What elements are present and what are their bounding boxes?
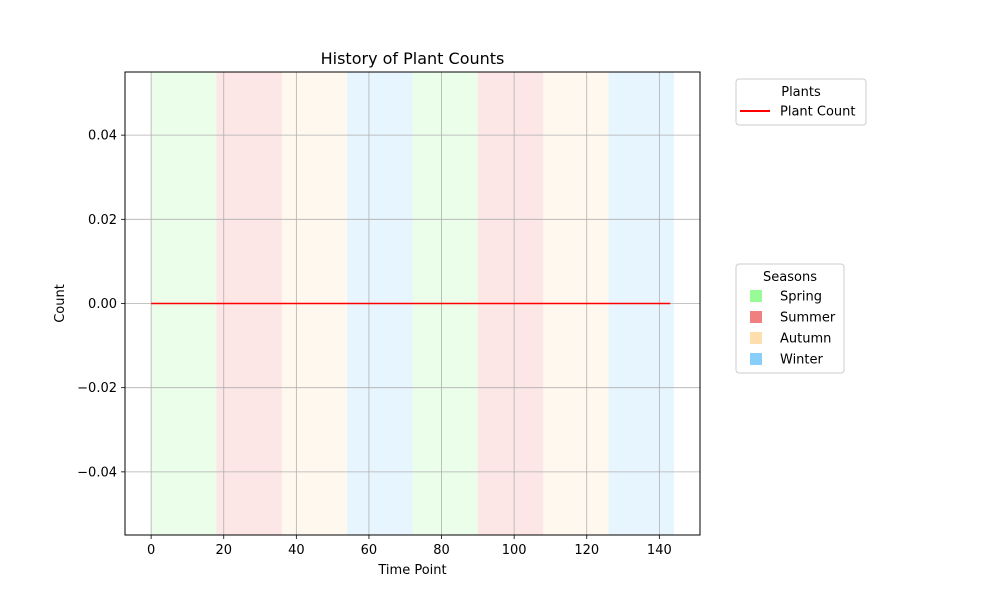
legend-entry-label: Autumn <box>780 332 831 347</box>
legends: Plants Plant Count Seasons Spring Summer Autu… <box>735 78 867 374</box>
x-tick-label: 140 <box>647 543 672 558</box>
legend-entry-label: Winter <box>780 353 824 368</box>
legend-box <box>735 78 867 126</box>
x-tick-label: 20 <box>215 543 232 558</box>
y-axis-ticks: −0.04 −0.02 0.00 0.02 0.04 <box>77 129 125 480</box>
x-axis-label: Time Point <box>377 563 446 578</box>
legend-plants: Plants Plant Count <box>735 78 867 126</box>
legend-entry-label: Plant Count <box>780 105 856 120</box>
x-tick-label: 80 <box>433 543 450 558</box>
x-tick-label: 0 <box>147 543 155 558</box>
y-axis-label: Count <box>53 284 68 323</box>
legend-square-swatch <box>750 332 762 344</box>
y-tick-label: −0.02 <box>77 381 117 396</box>
legend-entry-label: Summer <box>780 311 836 326</box>
x-tick-label: 40 <box>288 543 305 558</box>
legend-seasons: Seasons Spring Summer Autumn Winter <box>735 263 845 374</box>
x-axis-ticks: 0 20 40 60 80 100 120 140 <box>147 535 672 558</box>
y-tick-label: −0.04 <box>77 465 117 480</box>
x-tick-label: 100 <box>502 543 527 558</box>
x-tick-label: 60 <box>361 543 378 558</box>
y-tick-label: 0.02 <box>88 213 117 228</box>
legend-box <box>735 263 845 374</box>
chart-title: History of Plant Counts <box>321 49 505 68</box>
legend-title: Seasons <box>763 270 817 285</box>
y-tick-label: 0.00 <box>88 297 117 312</box>
legend-square-swatch <box>750 353 762 365</box>
legend-entry-label: Spring <box>780 290 822 305</box>
x-tick-label: 120 <box>574 543 599 558</box>
legend-title: Plants <box>781 85 821 100</box>
legend-square-swatch <box>750 311 762 323</box>
legend-square-swatch <box>750 290 762 302</box>
y-tick-label: 0.04 <box>88 129 117 144</box>
